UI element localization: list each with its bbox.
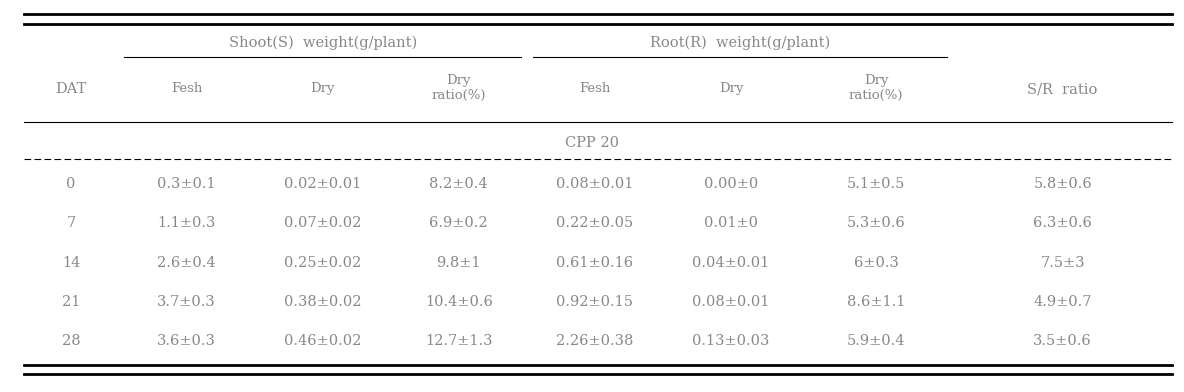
Text: 0.22±0.05: 0.22±0.05 — [556, 216, 633, 230]
Text: 8.2±0.4: 8.2±0.4 — [430, 177, 488, 191]
Text: 0.01±0: 0.01±0 — [704, 216, 758, 230]
Text: Dry: Dry — [719, 82, 744, 95]
Text: 5.3±0.6: 5.3±0.6 — [847, 216, 906, 230]
Text: 3.5±0.6: 3.5±0.6 — [1034, 334, 1092, 348]
Text: 12.7±1.3: 12.7±1.3 — [425, 334, 493, 348]
Text: Dry
ratio(%): Dry ratio(%) — [849, 74, 903, 102]
Text: 0.00±0: 0.00±0 — [704, 177, 758, 191]
Text: 10.4±0.6: 10.4±0.6 — [425, 295, 493, 309]
Text: Fesh: Fesh — [170, 82, 202, 95]
Text: CPP 20: CPP 20 — [565, 136, 619, 150]
Text: Fesh: Fesh — [579, 82, 611, 95]
Text: 0.61±0.16: 0.61±0.16 — [556, 256, 633, 270]
Text: 3.6±0.3: 3.6±0.3 — [157, 334, 215, 348]
Text: 5.9±0.4: 5.9±0.4 — [847, 334, 906, 348]
Text: 7.5±3: 7.5±3 — [1041, 256, 1085, 270]
Text: 8.6±1.1: 8.6±1.1 — [847, 295, 906, 309]
Text: 0.08±0.01: 0.08±0.01 — [693, 295, 770, 309]
Text: 6.9±0.2: 6.9±0.2 — [430, 216, 488, 230]
Text: 0.07±0.02: 0.07±0.02 — [284, 216, 361, 230]
Text: 0.04±0.01: 0.04±0.01 — [693, 256, 770, 270]
Text: 6±0.3: 6±0.3 — [854, 256, 899, 270]
Text: Root(R)  weight(g/plant): Root(R) weight(g/plant) — [650, 36, 830, 50]
Text: 0.02±0.01: 0.02±0.01 — [284, 177, 361, 191]
Text: 0.46±0.02: 0.46±0.02 — [284, 334, 361, 348]
Text: 0.3±0.1: 0.3±0.1 — [157, 177, 215, 191]
Text: 9.8±1: 9.8±1 — [437, 256, 481, 270]
Text: 0.25±0.02: 0.25±0.02 — [284, 256, 361, 270]
Text: Shoot(S)  weight(g/plant): Shoot(S) weight(g/plant) — [229, 36, 417, 50]
Text: 0.08±0.01: 0.08±0.01 — [556, 177, 633, 191]
Text: 2.26±0.38: 2.26±0.38 — [556, 334, 633, 348]
Text: 28: 28 — [62, 334, 81, 348]
Text: 0.92±0.15: 0.92±0.15 — [556, 295, 633, 309]
Text: 2.6±0.4: 2.6±0.4 — [157, 256, 215, 270]
Text: S/R  ratio: S/R ratio — [1028, 82, 1098, 96]
Text: 6.3±0.6: 6.3±0.6 — [1034, 216, 1092, 230]
Text: Dry
ratio(%): Dry ratio(%) — [431, 74, 487, 102]
Text: 14: 14 — [62, 256, 81, 270]
Text: 7: 7 — [66, 216, 76, 230]
Text: 3.7±0.3: 3.7±0.3 — [157, 295, 215, 309]
Text: 0: 0 — [66, 177, 76, 191]
Text: 1.1±0.3: 1.1±0.3 — [157, 216, 215, 230]
Text: 4.9±0.7: 4.9±0.7 — [1034, 295, 1092, 309]
Text: 5.1±0.5: 5.1±0.5 — [847, 177, 906, 191]
Text: DAT: DAT — [56, 82, 86, 96]
Text: 0.38±0.02: 0.38±0.02 — [284, 295, 361, 309]
Text: Dry: Dry — [310, 82, 335, 95]
Text: 21: 21 — [62, 295, 81, 309]
Text: 0.13±0.03: 0.13±0.03 — [693, 334, 770, 348]
Text: 5.8±0.6: 5.8±0.6 — [1034, 177, 1092, 191]
